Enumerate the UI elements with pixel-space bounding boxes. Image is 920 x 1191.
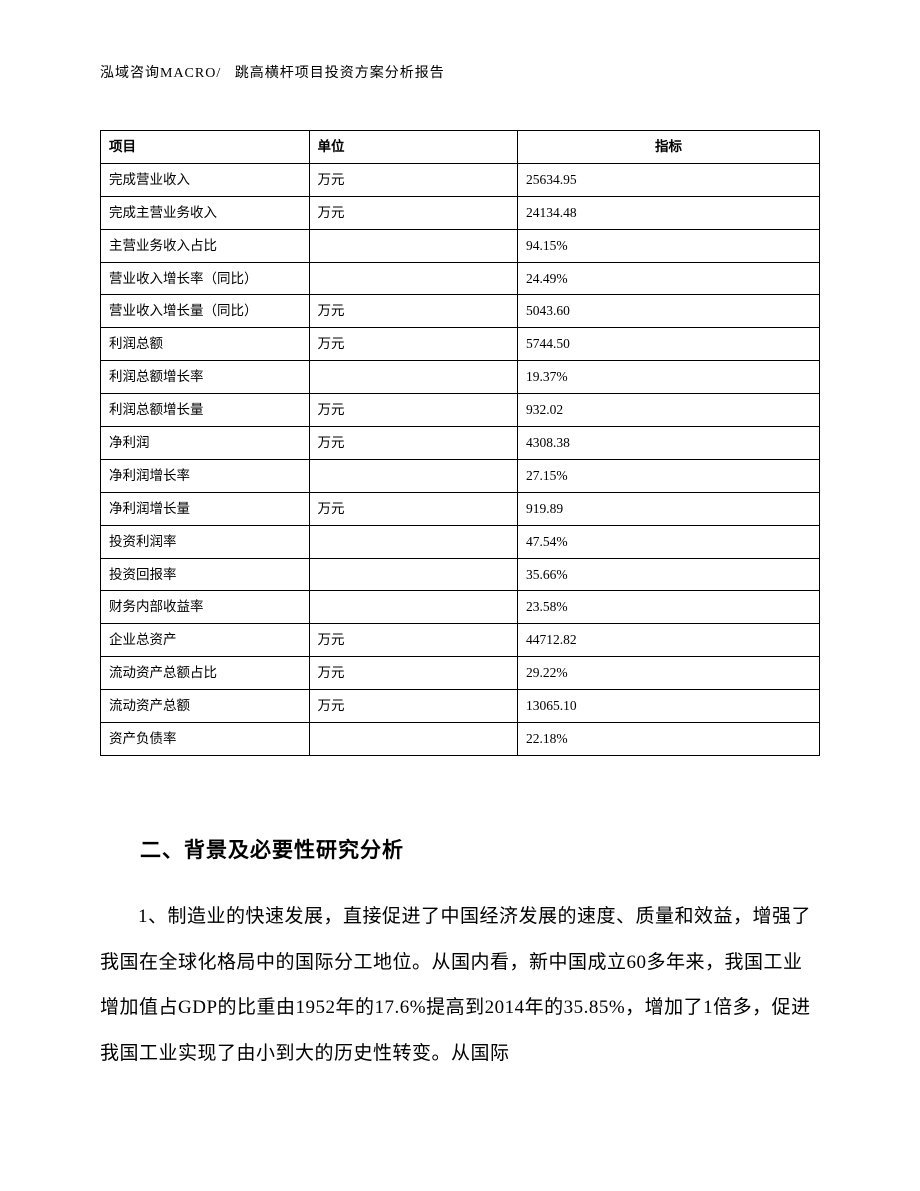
cell-unit — [309, 591, 518, 624]
cell-unit — [309, 229, 518, 262]
cell-unit — [309, 723, 518, 756]
cell-project: 营业收入增长率（同比） — [101, 262, 310, 295]
table-row: 投资利润率 47.54% — [101, 525, 820, 558]
cell-project: 利润总额增长率 — [101, 361, 310, 394]
cell-project: 主营业务收入占比 — [101, 229, 310, 262]
cell-project: 企业总资产 — [101, 624, 310, 657]
table-row: 企业总资产万元44712.82 — [101, 624, 820, 657]
cell-project: 财务内部收益率 — [101, 591, 310, 624]
financial-table: 项目 单位 指标 完成营业收入万元25634.95 完成主营业务收入万元2413… — [100, 130, 820, 756]
cell-value: 5744.50 — [518, 328, 820, 361]
cell-unit: 万元 — [309, 328, 518, 361]
table-row: 流动资产总额占比万元29.22% — [101, 657, 820, 690]
cell-project: 营业收入增长量（同比） — [101, 295, 310, 328]
table-row: 营业收入增长率（同比） 24.49% — [101, 262, 820, 295]
cell-value: 5043.60 — [518, 295, 820, 328]
cell-value: 4308.38 — [518, 427, 820, 460]
table-row: 完成营业收入万元25634.95 — [101, 163, 820, 196]
cell-value: 19.37% — [518, 361, 820, 394]
cell-value: 13065.10 — [518, 690, 820, 723]
cell-value: 24134.48 — [518, 196, 820, 229]
cell-value: 919.89 — [518, 492, 820, 525]
cell-unit: 万元 — [309, 624, 518, 657]
cell-value: 23.58% — [518, 591, 820, 624]
cell-project: 净利润增长量 — [101, 492, 310, 525]
cell-value: 44712.82 — [518, 624, 820, 657]
table-header-row: 项目 单位 指标 — [101, 131, 820, 164]
cell-project: 投资利润率 — [101, 525, 310, 558]
table-row: 净利润万元4308.38 — [101, 427, 820, 460]
table-row: 利润总额增长率 19.37% — [101, 361, 820, 394]
cell-project: 利润总额增长量 — [101, 394, 310, 427]
cell-unit: 万元 — [309, 492, 518, 525]
table-row: 净利润增长率 27.15% — [101, 459, 820, 492]
table-row: 营业收入增长量（同比）万元5043.60 — [101, 295, 820, 328]
body-paragraph: 1、制造业的快速发展，直接促进了中国经济发展的速度、质量和效益，增强了我国在全球… — [100, 894, 820, 1076]
cell-project: 资产负债率 — [101, 723, 310, 756]
cell-unit: 万元 — [309, 295, 518, 328]
cell-project: 流动资产总额 — [101, 690, 310, 723]
cell-value: 24.49% — [518, 262, 820, 295]
section-heading: 二、背景及必要性研究分析 — [100, 834, 820, 864]
table-row: 投资回报率 35.66% — [101, 558, 820, 591]
table-row: 主营业务收入占比 94.15% — [101, 229, 820, 262]
cell-project: 利润总额 — [101, 328, 310, 361]
cell-value: 22.18% — [518, 723, 820, 756]
cell-project: 完成主营业务收入 — [101, 196, 310, 229]
table-body: 完成营业收入万元25634.95 完成主营业务收入万元24134.48 主营业务… — [101, 163, 820, 755]
cell-unit — [309, 262, 518, 295]
col-header-unit: 单位 — [309, 131, 518, 164]
cell-project: 投资回报率 — [101, 558, 310, 591]
table-row: 资产负债率 22.18% — [101, 723, 820, 756]
cell-value: 932.02 — [518, 394, 820, 427]
table-row: 利润总额增长量万元932.02 — [101, 394, 820, 427]
cell-unit — [309, 459, 518, 492]
cell-value: 35.66% — [518, 558, 820, 591]
table-row: 流动资产总额万元13065.10 — [101, 690, 820, 723]
cell-project: 净利润增长率 — [101, 459, 310, 492]
cell-unit: 万元 — [309, 427, 518, 460]
page: 泓域咨询MACRO/ 跳高横杆项目投资方案分析报告 项目 单位 指标 完成营业收… — [0, 0, 920, 1191]
header-title: 跳高横杆项目投资方案分析报告 — [235, 66, 445, 81]
cell-value: 47.54% — [518, 525, 820, 558]
table-row: 完成主营业务收入万元24134.48 — [101, 196, 820, 229]
cell-unit: 万元 — [309, 690, 518, 723]
cell-unit — [309, 525, 518, 558]
col-header-project: 项目 — [101, 131, 310, 164]
cell-unit: 万元 — [309, 394, 518, 427]
table-row: 财务内部收益率 23.58% — [101, 591, 820, 624]
cell-project: 完成营业收入 — [101, 163, 310, 196]
col-header-indicator: 指标 — [518, 131, 820, 164]
cell-unit — [309, 558, 518, 591]
page-header: 泓域咨询MACRO/ 跳高横杆项目投资方案分析报告 — [100, 62, 820, 82]
table-row: 净利润增长量万元919.89 — [101, 492, 820, 525]
cell-value: 27.15% — [518, 459, 820, 492]
cell-value: 29.22% — [518, 657, 820, 690]
cell-project: 净利润 — [101, 427, 310, 460]
cell-unit: 万元 — [309, 163, 518, 196]
table-row: 利润总额万元5744.50 — [101, 328, 820, 361]
cell-value: 94.15% — [518, 229, 820, 262]
cell-unit: 万元 — [309, 196, 518, 229]
cell-unit — [309, 361, 518, 394]
header-left: 泓域咨询MACRO/ — [100, 66, 221, 81]
cell-project: 流动资产总额占比 — [101, 657, 310, 690]
cell-unit: 万元 — [309, 657, 518, 690]
cell-value: 25634.95 — [518, 163, 820, 196]
